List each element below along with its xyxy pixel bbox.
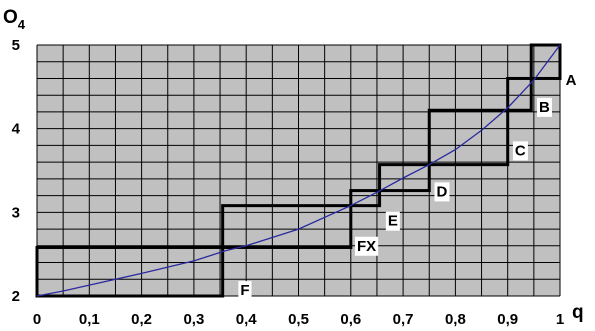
x-tick-label: 0,9 bbox=[497, 311, 518, 328]
y-tick-label: 2 bbox=[12, 288, 20, 305]
box-labels: F FX E D C BA bbox=[238, 71, 579, 301]
box-label-background bbox=[385, 211, 400, 231]
step-rect bbox=[506, 76, 533, 112]
box-label-background bbox=[354, 236, 379, 256]
box-label: D bbox=[436, 183, 447, 200]
box-label: C bbox=[515, 142, 526, 159]
box-label-background bbox=[434, 182, 450, 202]
y-axis-title: O4 bbox=[3, 7, 26, 32]
y-tick-label: 5 bbox=[12, 37, 20, 54]
y-tick-label: 3 bbox=[12, 204, 20, 221]
box-label-background bbox=[238, 281, 252, 301]
x-tick-label: 0,1 bbox=[79, 311, 100, 328]
y-tick-label: 4 bbox=[12, 121, 21, 138]
x-tick-label: 0,8 bbox=[445, 311, 466, 328]
step-rect bbox=[529, 43, 562, 80]
x-tick-label: 0,4 bbox=[236, 311, 258, 328]
x-tick-label: 0,5 bbox=[288, 311, 309, 328]
box-label: B bbox=[539, 99, 550, 116]
series-line bbox=[36, 44, 561, 297]
x-tick-labels: 0 0,1 0,2 0,3 0,4 0,5 0,6 0,7 0,8 0,9 1 bbox=[33, 311, 564, 328]
step-rect bbox=[349, 189, 382, 208]
grid bbox=[36, 44, 561, 297]
step-rect bbox=[35, 245, 225, 298]
x-tick-label: 0,6 bbox=[340, 311, 361, 328]
x-tick-label: 0 bbox=[33, 311, 41, 328]
x-tick-label: 1 bbox=[556, 311, 564, 328]
step-rectangles bbox=[35, 43, 562, 298]
box-label: F bbox=[240, 282, 249, 299]
box-label: E bbox=[388, 213, 398, 230]
x-axis-title: q bbox=[572, 302, 584, 323]
box-label-background bbox=[536, 97, 552, 117]
box-label: A bbox=[566, 72, 577, 89]
step-rect bbox=[221, 204, 353, 249]
box-label: FX bbox=[357, 238, 376, 255]
x-tick-label: 0,2 bbox=[131, 311, 152, 328]
x-tick-label: 0,7 bbox=[393, 311, 414, 328]
box-label-background bbox=[563, 71, 579, 91]
step-rect bbox=[378, 163, 431, 193]
y-tick-labels: 2 3 4 5 bbox=[12, 37, 21, 305]
box-label-background bbox=[512, 141, 528, 161]
step-rect bbox=[427, 108, 510, 167]
x-tick-label: 0,3 bbox=[183, 311, 204, 328]
